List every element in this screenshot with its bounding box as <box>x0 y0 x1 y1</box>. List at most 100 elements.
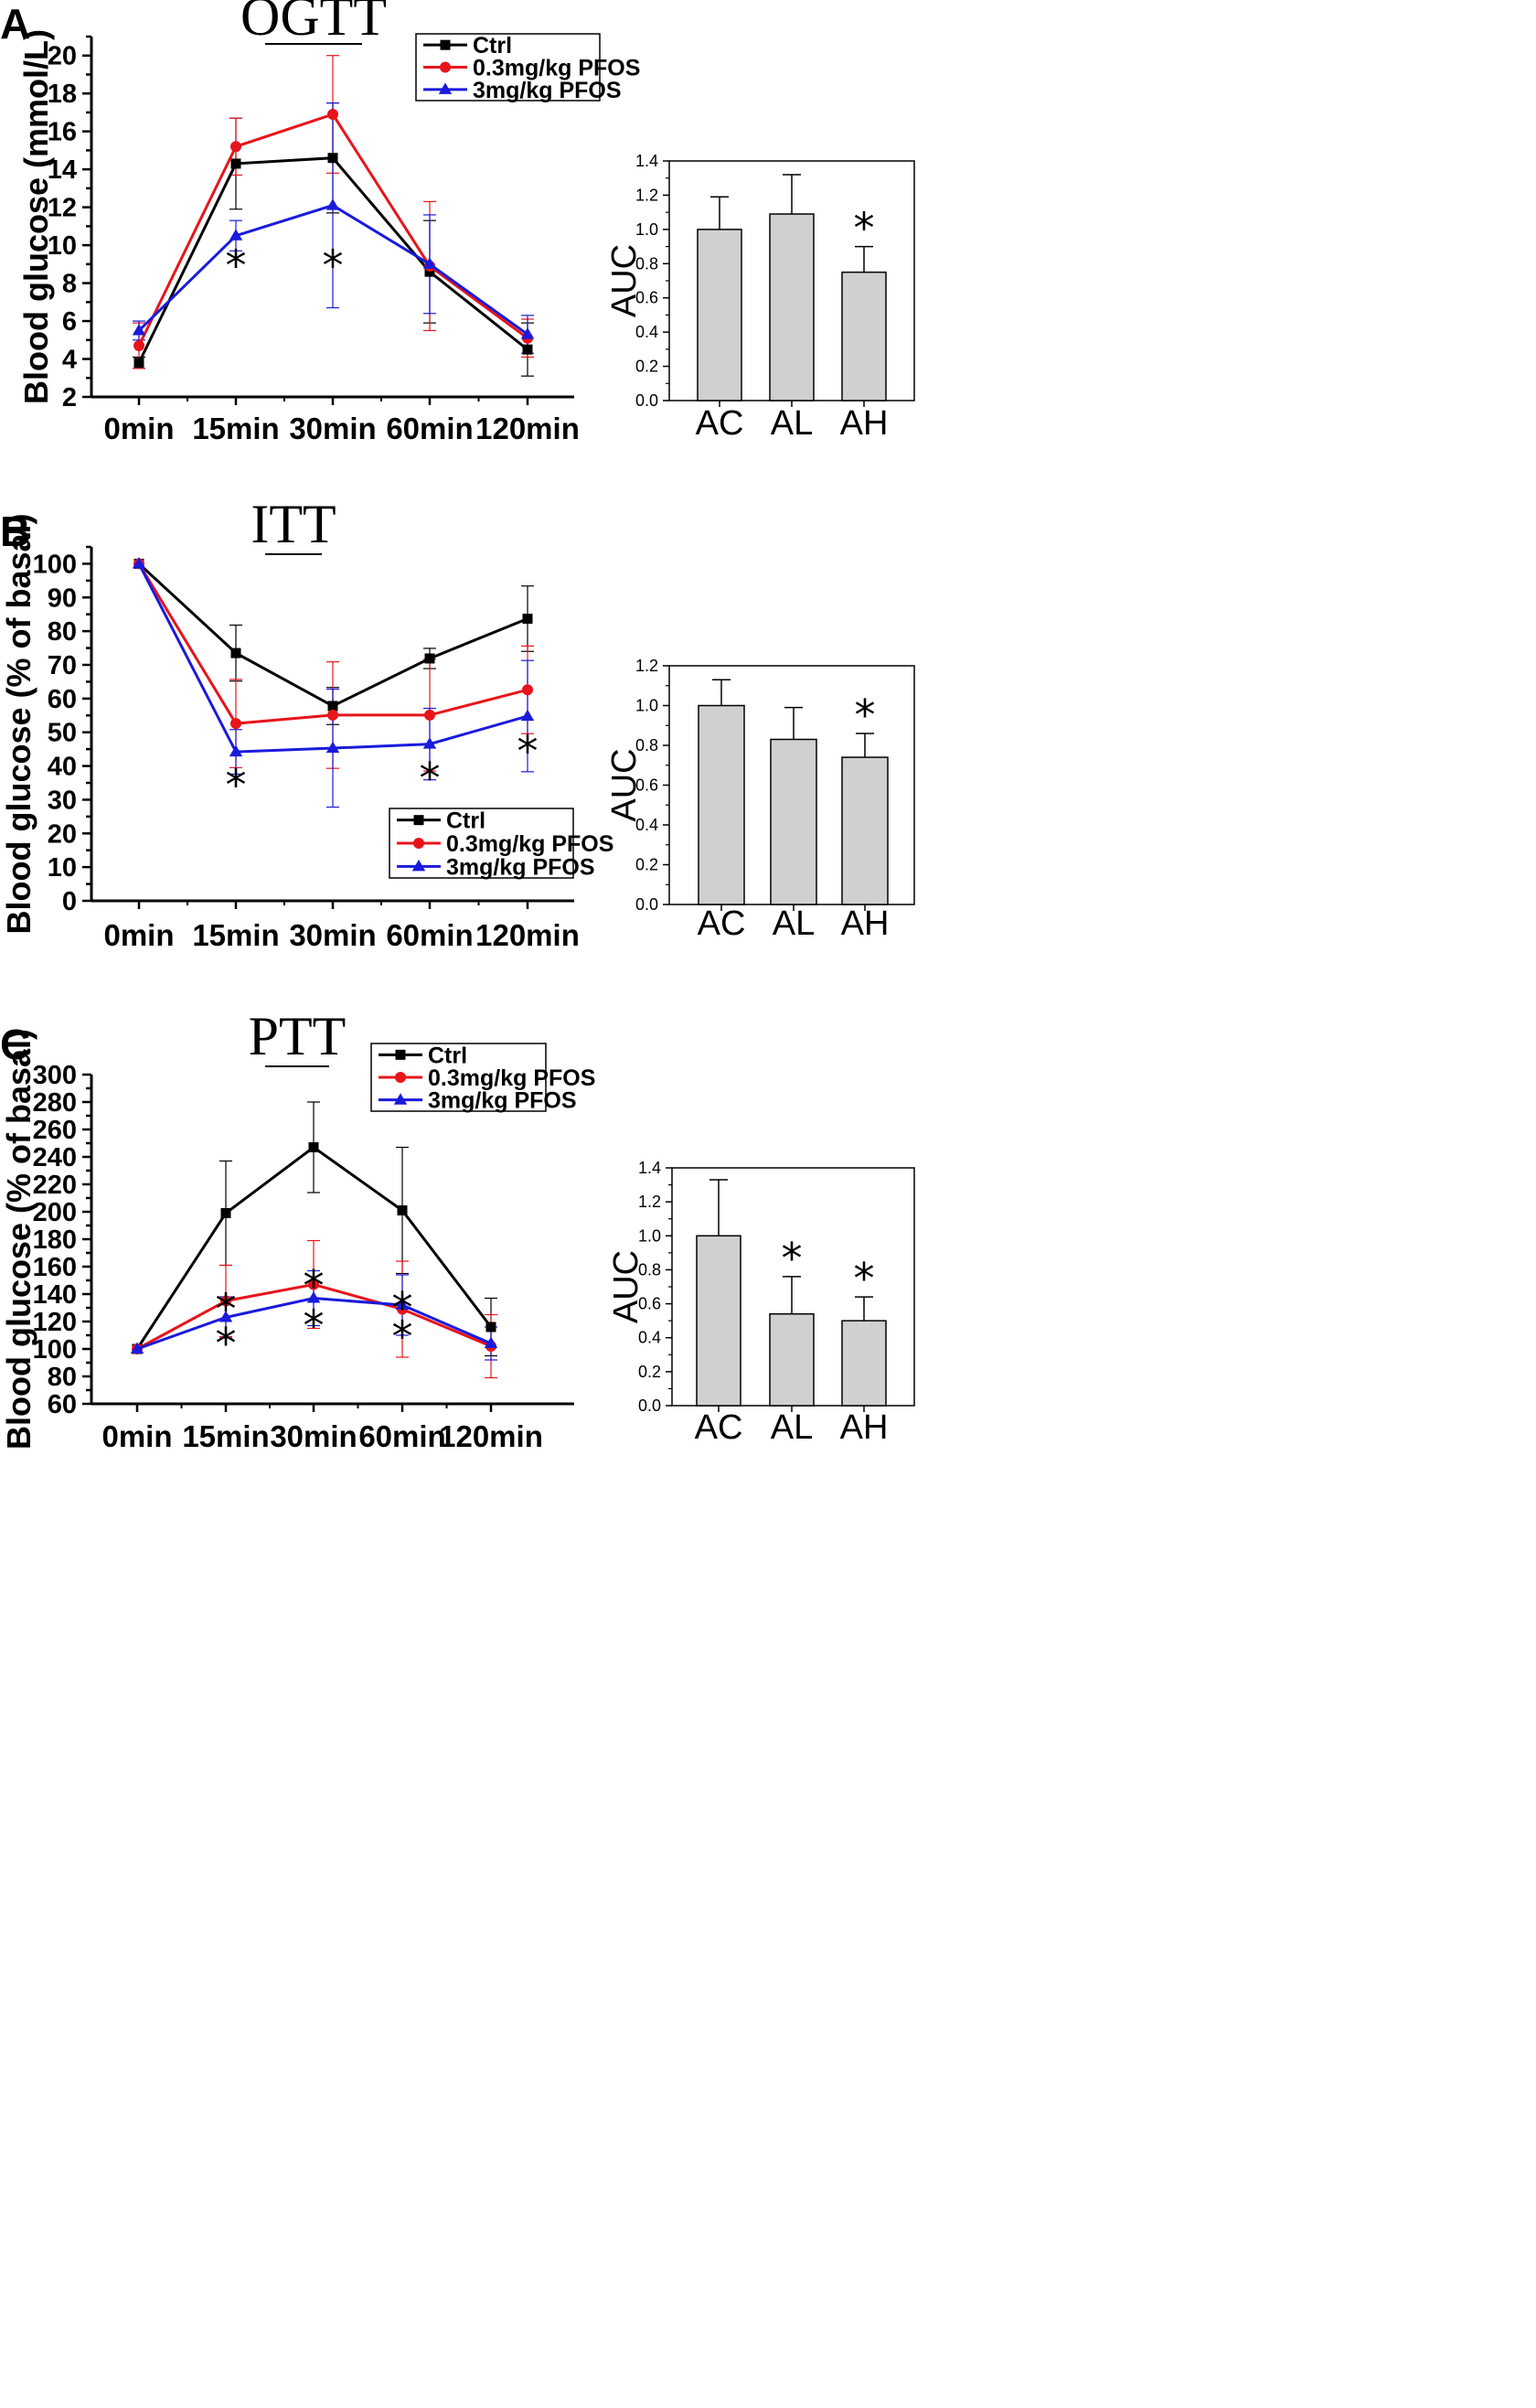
y-tick-label: 0.0 <box>635 391 658 410</box>
legend-marker <box>413 815 424 826</box>
x-tick-label: 120min <box>475 412 580 445</box>
significance-star: * <box>782 1234 803 1283</box>
data-point <box>485 1322 496 1332</box>
legend-label: Ctrl <box>428 1043 467 1068</box>
x-tick-label: 30min <box>270 1419 357 1453</box>
legend-marker <box>438 82 453 94</box>
y-tick-label: 1.2 <box>635 657 658 675</box>
y-tick-label: 100 <box>33 1335 77 1365</box>
data-point <box>395 1298 410 1311</box>
significance-star: * <box>216 1285 237 1334</box>
y-tick-label: 1.0 <box>635 697 658 715</box>
x-tick-label: AH <box>841 904 890 943</box>
y-tick-label: 0.2 <box>635 358 658 376</box>
data-point <box>220 1208 231 1218</box>
data-point <box>397 1205 408 1215</box>
x-tick-label: AL <box>771 404 813 443</box>
y-tick-label: 2 <box>62 383 77 412</box>
data-point <box>219 1311 233 1322</box>
significance-star: * <box>420 754 441 803</box>
data-point <box>327 709 338 721</box>
y-tick-label: 1.0 <box>638 1226 661 1245</box>
legend-label: 0.3mg/kg PFOS <box>428 1065 595 1091</box>
y-tick-label: 14 <box>48 155 77 185</box>
y-tick-label: 0.6 <box>635 289 658 307</box>
x-tick-label: 30min <box>289 412 376 445</box>
y-tick-label: 0.4 <box>638 1329 661 1347</box>
y-tick-label: 1.0 <box>635 220 658 239</box>
y-tick-label: 10 <box>48 853 77 883</box>
y-tick-label: 1.4 <box>635 152 658 170</box>
data-point <box>424 266 435 277</box>
y-tick-label: 0.8 <box>635 736 658 755</box>
panel-letter: B <box>0 508 30 555</box>
data-point <box>230 647 241 658</box>
y-tick-label: 60 <box>48 1390 77 1419</box>
y-axis-title: Blood glucose (mmol/L) <box>17 29 55 404</box>
data-point <box>327 109 338 121</box>
y-tick-label: 1.2 <box>638 1193 661 1211</box>
data-point <box>133 358 144 369</box>
y-tick-label: 10 <box>48 231 77 261</box>
x-tick-label: AL <box>771 1408 813 1447</box>
y-tick-label: 160 <box>33 1253 77 1282</box>
significance-star: * <box>854 204 875 253</box>
data-point <box>520 327 535 339</box>
y-axis-title: Blood glucose (% of basal) <box>0 1029 37 1450</box>
panel-letter: A <box>0 0 30 48</box>
x-tick-label: 0min <box>101 1419 172 1453</box>
bar <box>841 756 889 905</box>
legend-marker <box>395 1072 406 1083</box>
data-point <box>520 709 535 722</box>
data-point <box>422 257 437 269</box>
bar <box>769 1312 815 1407</box>
y-axis-title: AUC <box>607 1250 645 1323</box>
significance-star: * <box>392 1283 413 1332</box>
y-tick-label: 20 <box>48 42 77 71</box>
data-point <box>220 1295 231 1307</box>
data-point <box>327 153 338 164</box>
data-point <box>424 653 435 664</box>
x-tick-label: 15min <box>182 1419 269 1453</box>
y-tick-label: 4 <box>62 346 77 375</box>
y-tick-label: 40 <box>48 753 77 782</box>
data-point <box>308 1142 319 1152</box>
data-point <box>130 1342 144 1354</box>
data-point <box>325 198 340 210</box>
x-tick-label: AC <box>696 404 744 443</box>
y-tick-label: 240 <box>33 1143 77 1172</box>
y-tick-label: 0.8 <box>638 1260 661 1279</box>
significance-star: * <box>855 690 876 740</box>
x-tick-label: 30min <box>289 918 376 952</box>
y-tick-label: 180 <box>33 1225 77 1255</box>
series-2-line <box>132 198 535 339</box>
y-tick-label: 20 <box>48 819 77 849</box>
y-tick-label: 60 <box>48 685 77 714</box>
y-tick-label: 80 <box>48 617 77 647</box>
data-point <box>133 340 144 352</box>
y-tick-label: 18 <box>48 80 77 109</box>
data-point <box>229 744 243 757</box>
y-tick-label: 90 <box>48 583 77 613</box>
x-tick-label: 120min <box>439 1419 543 1453</box>
x-tick-label: 120min <box>475 918 580 952</box>
legend-marker <box>395 1049 406 1060</box>
y-tick-label: 300 <box>33 1061 77 1090</box>
significance-star: * <box>517 726 539 776</box>
legend-label: 0.3mg/kg PFOS <box>446 831 613 857</box>
significance-star: * <box>226 241 247 291</box>
x-tick-label: 0min <box>103 918 174 952</box>
data-point <box>230 158 241 169</box>
x-tick-label: AH <box>840 1408 889 1447</box>
data-point <box>132 323 146 336</box>
x-tick-label: 15min <box>192 918 279 952</box>
series-2-line <box>130 1291 498 1354</box>
y-tick-label: 70 <box>48 651 77 680</box>
panel-letter: C <box>0 1021 30 1068</box>
legend-marker <box>393 1093 408 1105</box>
legend-label: 3mg/kg PFOS <box>428 1088 577 1114</box>
y-axis-title: AUC <box>605 244 644 317</box>
y-tick-label: 260 <box>33 1116 77 1145</box>
y-tick-label: 200 <box>33 1198 77 1227</box>
